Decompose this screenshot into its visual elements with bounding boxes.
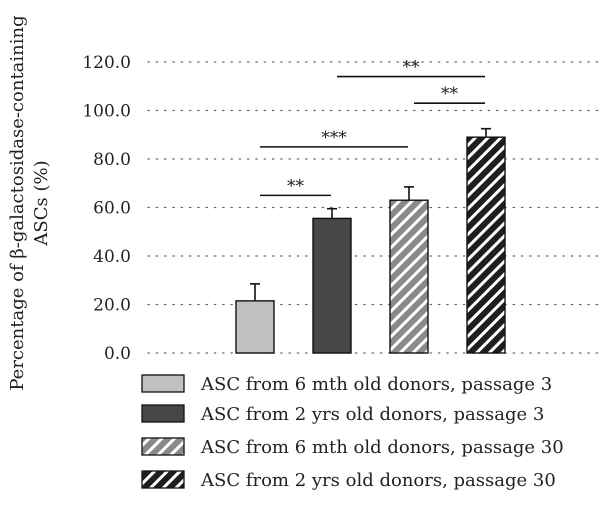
bar bbox=[235, 300, 275, 354]
bars bbox=[235, 136, 506, 354]
bar bbox=[466, 136, 506, 354]
y-axis-ticks: 0.0 20.0 40.0 60.0 80.0 100.0 120.0 bbox=[82, 53, 131, 364]
legend-label: ASC from 2 yrs old donors, passage 30 bbox=[200, 470, 556, 491]
significance-label: ** bbox=[403, 58, 421, 78]
y-tick-label: 80.0 bbox=[93, 150, 131, 170]
error-bars bbox=[250, 127, 491, 301]
legend-label: ASC from 6 mth old donors, passage 30 bbox=[200, 437, 564, 458]
y-tick-label: 0.0 bbox=[104, 344, 131, 364]
legend-swatch bbox=[141, 404, 185, 423]
legend-swatch bbox=[141, 437, 185, 456]
significance-label: ** bbox=[287, 176, 305, 196]
significance-markers: ********* bbox=[260, 58, 485, 196]
bar bbox=[389, 199, 429, 354]
y-tick-label: 120.0 bbox=[82, 53, 131, 73]
legend-swatch bbox=[141, 374, 185, 393]
y-tick-label: 20.0 bbox=[93, 296, 131, 316]
y-axis-label-line1: Percentage of β-galactosidase-containing bbox=[7, 15, 28, 390]
significance-label: ** bbox=[441, 84, 459, 104]
y-tick-label: 60.0 bbox=[93, 199, 131, 219]
gridlines bbox=[147, 61, 599, 354]
significance-label: *** bbox=[321, 128, 347, 148]
legend-label: ASC from 2 yrs old donors, passage 3 bbox=[200, 404, 544, 425]
bar bbox=[312, 217, 352, 354]
y-tick-label: 40.0 bbox=[93, 247, 131, 267]
y-axis-label-line2: ASCs (%) bbox=[31, 160, 52, 246]
legend-swatch bbox=[141, 470, 185, 489]
legend: ASC from 6 mth old donors, passage 3 ASC … bbox=[141, 374, 564, 491]
y-tick-label: 100.0 bbox=[82, 102, 131, 122]
legend-label: ASC from 6 mth old donors, passage 3 bbox=[200, 374, 552, 395]
y-axis-label: Percentage of β-galactosidase-containing… bbox=[7, 15, 52, 390]
